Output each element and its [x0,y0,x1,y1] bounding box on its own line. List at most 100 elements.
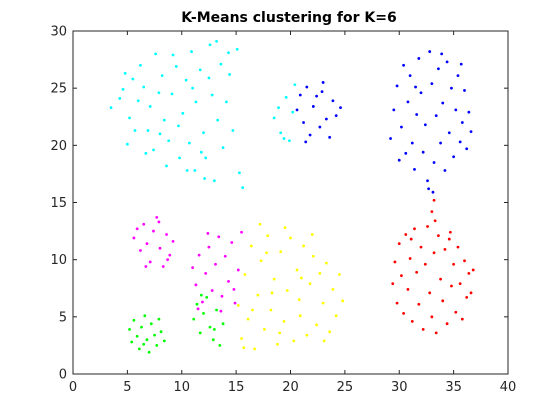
cluster-point [331,287,335,291]
cluster-point [236,268,240,272]
cluster-point [211,338,215,342]
cluster-point [214,262,217,266]
cluster-point [433,219,437,223]
cluster-point [447,131,451,135]
cluster-point [144,265,148,268]
cluster-point [282,137,286,140]
cluster-point [221,322,225,326]
cluster-point [165,233,168,236]
cluster-point [249,244,253,248]
cluster-series [389,50,473,194]
cluster-point [146,129,150,132]
cluster-point [298,93,302,97]
cluster-point [392,108,396,112]
cluster-point [212,328,216,331]
cluster-point [339,106,342,110]
cluster-point [454,108,458,112]
cluster-point [198,68,202,72]
cluster-point [157,91,161,95]
cluster-point [204,156,208,160]
cluster-point [423,262,427,266]
cluster-point [469,291,473,295]
cluster-point [408,257,412,260]
cluster-point [137,347,141,351]
cluster-point [263,328,266,331]
cluster-point [243,273,247,276]
cluster-point [322,339,326,343]
cluster-point [471,268,475,272]
cluster-point [227,51,230,55]
cluster-point [427,187,431,191]
cluster-point [460,317,464,321]
cluster-point [191,266,195,270]
cluster-series [236,222,345,351]
cluster-point [302,244,305,248]
cluster-point [456,245,460,249]
cluster-point [149,322,153,326]
cluster-point [426,179,429,183]
cluster-point [132,236,136,240]
cluster-point [193,169,197,172]
cluster-point [417,302,421,306]
cluster-point [181,111,185,115]
cluster-point [465,295,469,299]
cluster-point [143,314,147,318]
cluster-point [321,301,325,305]
cluster-point [397,158,401,162]
cluster-point [190,50,193,53]
cluster-point [391,282,395,286]
cluster-point [160,74,164,77]
cluster-point [184,78,188,82]
cluster-point [171,53,175,57]
cluster-point [202,131,205,135]
cluster-point [224,100,228,104]
x-tick-label: 30 [391,380,408,395]
cluster-point [417,57,421,60]
cluster-point [310,233,314,236]
cluster-point [218,344,222,347]
y-tick-label: 10 [50,253,67,268]
cluster-point [292,339,296,343]
cluster-point [140,325,143,329]
cluster-point [246,317,250,321]
cluster-point [406,100,410,104]
cluster-point [194,283,198,287]
cluster-point [328,135,332,139]
cluster-point [232,287,236,291]
cluster-point [320,90,324,93]
cluster-point [452,262,456,266]
cluster-point [419,91,423,95]
cluster-point [202,312,205,315]
cluster-point [212,179,216,183]
cluster-series [272,83,297,143]
cluster-point [192,317,196,321]
cluster-point [154,52,158,56]
x-tick-label: 5 [123,380,131,395]
cluster-point [419,245,423,249]
cluster-point [152,229,155,233]
cluster-point [144,151,148,155]
cluster-series [391,198,475,335]
cluster-point [305,333,309,337]
cluster-point [410,141,414,145]
cluster-point [236,304,240,307]
cluster-point [201,300,204,304]
cluster-point [130,340,134,344]
cluster-point [293,83,297,87]
cluster-point [463,259,466,263]
cluster-point [450,86,453,90]
cluster-point [170,92,174,96]
cluster-point [242,346,246,350]
cluster-point [463,89,466,92]
cluster-point [158,132,162,136]
cluster-point [177,124,180,128]
cluster-point [148,105,152,108]
cluster-point [272,116,276,120]
x-tick-label: 15 [228,380,245,395]
cluster-point [437,234,440,238]
y-tick-label: 15 [50,196,67,211]
cluster-point [168,253,172,257]
cluster-point [223,254,227,258]
cluster-point [208,325,212,329]
cluster-point [393,260,397,264]
